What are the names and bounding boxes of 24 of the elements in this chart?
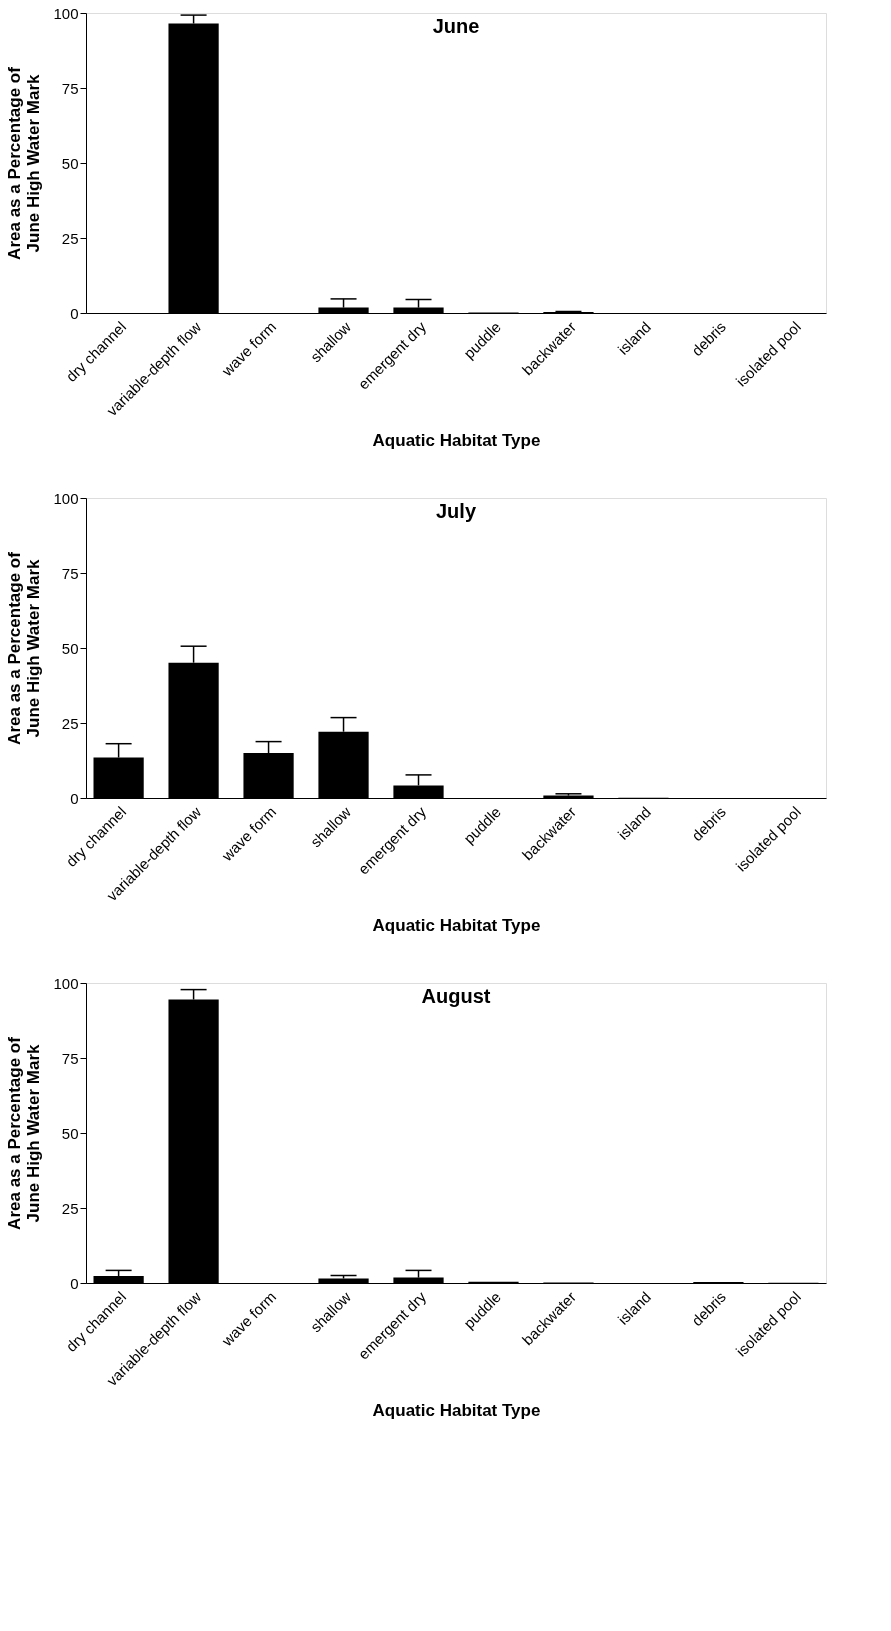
chart-title: June <box>432 15 480 37</box>
y-axis-title: Area as a Percentage of June High Water Mark <box>5 66 44 260</box>
y-tick-label: 25 <box>61 229 79 247</box>
y-tick-label: 50 <box>61 154 79 172</box>
y-tick-label: 75 <box>61 79 79 97</box>
chart-title: July <box>435 500 477 522</box>
y-tick-label: 75 <box>61 1049 79 1067</box>
y-axis-title: Area as a Percentage of June High Water Mark <box>5 1036 44 1230</box>
y-axis-title: Area as a Percentage of June High Water Mark <box>5 551 44 745</box>
y-tick-label: 0 <box>70 1274 79 1292</box>
y-tick-label: 100 <box>53 974 79 992</box>
x-axis-title: Aquatic Habitat Type <box>372 916 541 936</box>
y-tick-label: 25 <box>61 714 79 732</box>
x-axis-title: Aquatic Habitat Type <box>372 431 541 451</box>
chart-title: August <box>421 985 491 1007</box>
y-tick-label: 100 <box>53 4 79 22</box>
y-tick-label: 0 <box>70 789 79 807</box>
y-tick-label: 75 <box>61 564 79 582</box>
y-tick-label: 0 <box>70 304 79 322</box>
y-tick-label: 50 <box>61 639 79 657</box>
x-axis-title: Aquatic Habitat Type <box>372 1401 541 1421</box>
y-tick-label: 25 <box>61 1199 79 1217</box>
y-tick-label: 100 <box>53 489 79 507</box>
y-tick-label: 50 <box>61 1124 79 1142</box>
